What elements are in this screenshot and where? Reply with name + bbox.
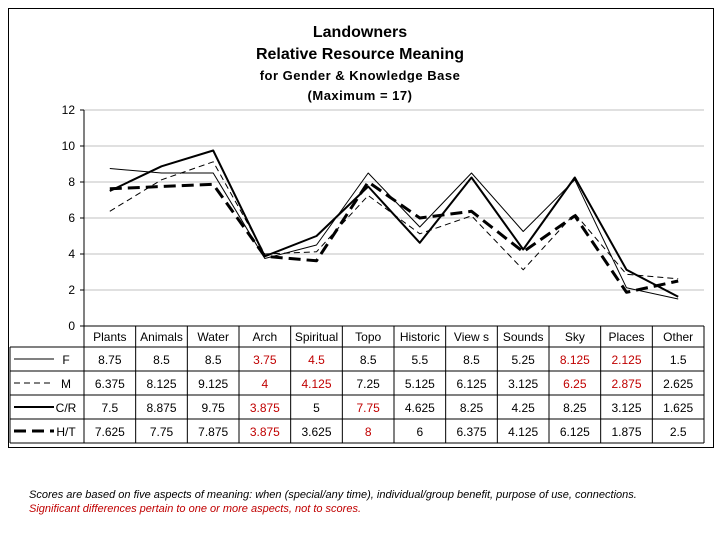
- data-label: 7.25: [356, 377, 380, 391]
- data-label: 3.875: [250, 401, 280, 415]
- legend-label: F: [62, 353, 69, 367]
- data-label: 6.25: [563, 377, 587, 391]
- chart-subtitle: Relative Resource Meaning: [255, 46, 465, 63]
- data-label: 3.125: [508, 377, 538, 391]
- data-label: 7.75: [150, 425, 174, 439]
- footnote-scores: Scores are based on five aspects of mean…: [29, 489, 637, 501]
- x-tick-label: Arch: [252, 330, 277, 344]
- x-tick-label: View s: [454, 330, 489, 344]
- legend-label: C/R: [56, 401, 77, 415]
- data-label: 8.5: [463, 353, 480, 367]
- data-label: 8.25: [460, 401, 484, 415]
- data-label: 7.625: [95, 425, 125, 439]
- series-line-f: [109, 168, 679, 300]
- x-tick-label: Sounds: [503, 330, 544, 344]
- data-label: 2.875: [611, 377, 641, 391]
- data-label: 5.125: [405, 377, 435, 391]
- data-label: 8.5: [153, 353, 170, 367]
- data-label: 1.625: [663, 401, 693, 415]
- chart-title: Landowners: [312, 24, 408, 41]
- data-label: 4.125: [301, 377, 331, 391]
- data-label: 9.125: [198, 377, 228, 391]
- chart-subtitle-3: (Maximum = 17): [307, 88, 413, 103]
- y-tick-label: 10: [62, 139, 76, 153]
- data-label: 4.25: [511, 401, 535, 415]
- chart-subtitle-2: for Gender & Knowledge Base: [259, 68, 461, 83]
- data-label: 6.375: [456, 425, 486, 439]
- data-label: 3.125: [611, 401, 641, 415]
- x-tick-label: Plants: [93, 330, 126, 344]
- data-label: 8.125: [560, 353, 590, 367]
- data-label: 3.75: [253, 353, 277, 367]
- data-label: 5: [313, 401, 320, 415]
- x-tick-label: Places: [608, 330, 644, 344]
- data-label: 8.5: [205, 353, 222, 367]
- series-line-h-t: [109, 180, 679, 294]
- y-tick-label: 8: [68, 175, 75, 189]
- data-label: 2.5: [670, 425, 687, 439]
- x-tick-label: Animals: [140, 330, 183, 344]
- x-tick-label: Other: [663, 330, 693, 344]
- data-label: 8.5: [360, 353, 377, 367]
- data-label: 4.625: [405, 401, 435, 415]
- x-tick-label: Water: [197, 330, 229, 344]
- y-tick-label: 6: [68, 211, 75, 225]
- series-line-c-r: [109, 149, 679, 298]
- data-label: 8.25: [563, 401, 587, 415]
- y-tick-label: 12: [62, 103, 76, 117]
- x-tick-label: Spiritual: [295, 330, 338, 344]
- legend-label: M: [61, 377, 71, 391]
- data-label: 4.5: [308, 353, 325, 367]
- data-label: 1.5: [670, 353, 687, 367]
- data-label: 4.125: [508, 425, 538, 439]
- data-label: 7.75: [356, 401, 380, 415]
- data-label: 2.125: [611, 353, 641, 367]
- data-label: 5.25: [511, 353, 535, 367]
- x-tick-label: Sky: [565, 330, 585, 344]
- y-tick-label: 2: [68, 283, 75, 297]
- x-tick-label: Historic: [400, 330, 440, 344]
- data-label: 8.875: [146, 401, 176, 415]
- data-label: 3.625: [301, 425, 331, 439]
- series-line-m: [109, 161, 679, 280]
- data-label: 9.75: [201, 401, 225, 415]
- data-label: 8: [365, 425, 372, 439]
- data-label: 8.125: [146, 377, 176, 391]
- footnote-significance: Significant differences pertain to one o…: [29, 503, 362, 515]
- data-label: 7.875: [198, 425, 228, 439]
- data-label: 4: [261, 377, 268, 391]
- y-tick-label: 4: [68, 247, 75, 261]
- data-label: 3.875: [250, 425, 280, 439]
- legend-label: H/T: [56, 425, 76, 439]
- data-label: 6: [416, 425, 423, 439]
- data-label: 2.625: [663, 377, 693, 391]
- chart-frame: [8, 8, 714, 448]
- data-label: 8.75: [98, 353, 122, 367]
- data-label: 6.125: [456, 377, 486, 391]
- y-tick-label: 0: [68, 319, 75, 333]
- data-label: 1.875: [611, 425, 641, 439]
- x-tick-label: Topo: [355, 330, 381, 344]
- data-label: 6.125: [560, 425, 590, 439]
- data-label: 6.375: [95, 377, 125, 391]
- data-label: 7.5: [101, 401, 118, 415]
- data-label: 5.5: [411, 353, 428, 367]
